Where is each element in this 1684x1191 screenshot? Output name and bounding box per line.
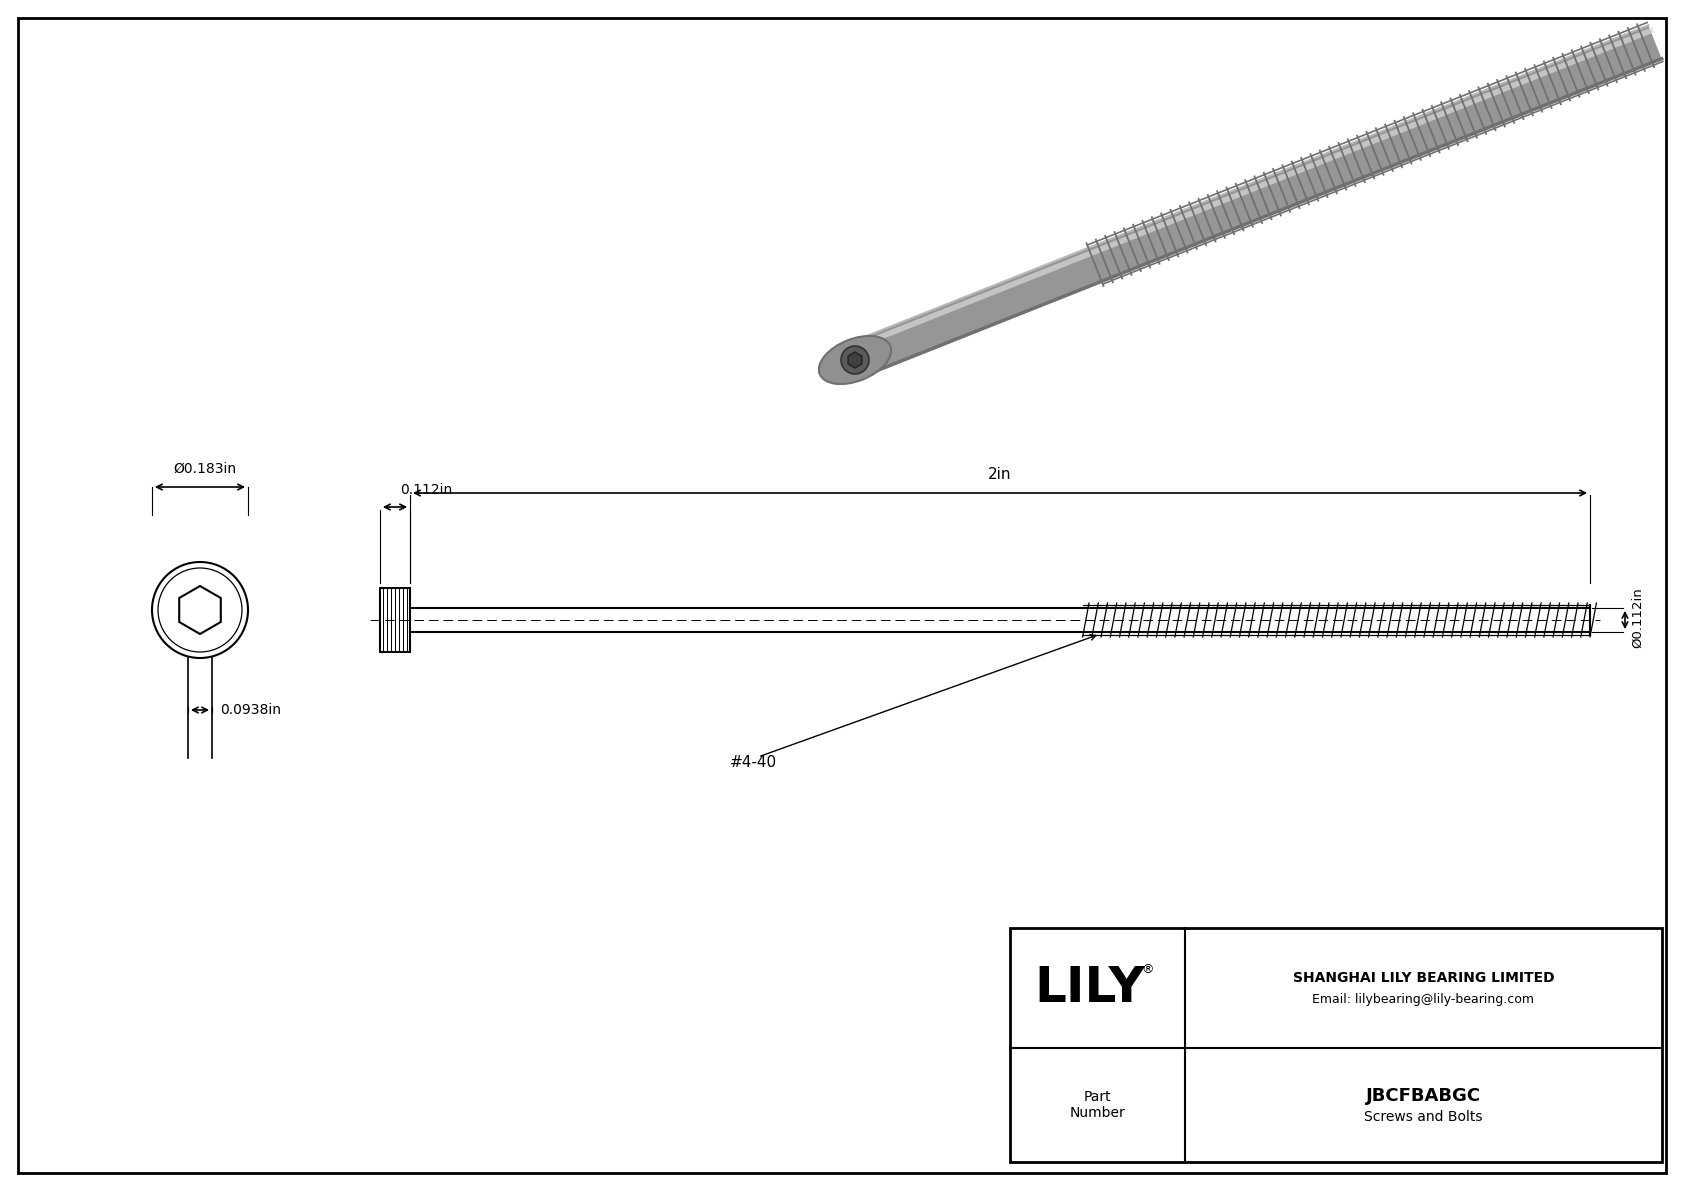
- Text: 0.0938in: 0.0938in: [221, 703, 281, 717]
- Text: Screws and Bolts: Screws and Bolts: [1364, 1110, 1482, 1124]
- Text: #4-40: #4-40: [729, 755, 776, 771]
- Bar: [1010, 928, 1662, 1162]
- Polygon shape: [849, 353, 862, 368]
- Bar: [381, 588, 409, 651]
- Text: SHANGHAI LILY BEARING LIMITED: SHANGHAI LILY BEARING LIMITED: [1293, 971, 1554, 985]
- Text: Ø0.183in: Ø0.183in: [173, 462, 236, 476]
- Circle shape: [840, 347, 869, 374]
- Text: ®: ®: [1142, 964, 1154, 977]
- Text: 0.112in: 0.112in: [401, 484, 453, 497]
- Polygon shape: [849, 25, 1662, 376]
- Text: 2in: 2in: [989, 467, 1012, 482]
- Ellipse shape: [854, 337, 891, 369]
- Text: JBCFBABGC: JBCFBABGC: [1366, 1087, 1480, 1105]
- Ellipse shape: [818, 336, 891, 384]
- Text: Email: lilybearing@lily-bearing.com: Email: lilybearing@lily-bearing.com: [1312, 993, 1534, 1006]
- Text: LILY: LILY: [1034, 964, 1145, 1012]
- Text: Part
Number: Part Number: [1069, 1090, 1125, 1120]
- Text: Ø0.112in: Ø0.112in: [1632, 587, 1644, 648]
